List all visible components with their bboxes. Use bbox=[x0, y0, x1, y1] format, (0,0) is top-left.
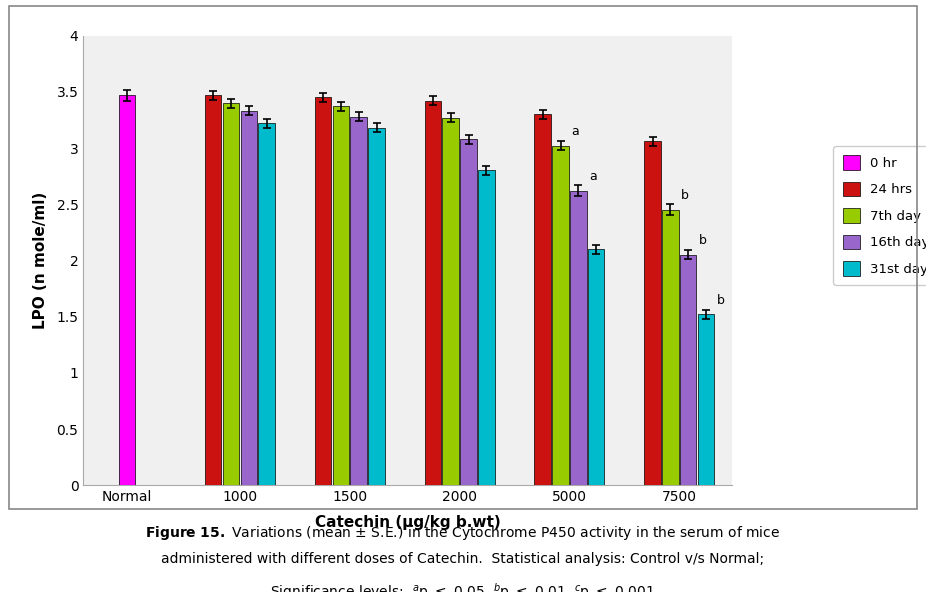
X-axis label: Catechin (µg/kg b.wt): Catechin (µg/kg b.wt) bbox=[315, 516, 500, 530]
Text: b: b bbox=[682, 189, 689, 202]
Bar bbox=[119, 95, 135, 485]
Legend: 0 hr, 24 hrs, 7th day, 16th day, 31st day: 0 hr, 24 hrs, 7th day, 16th day, 31st da… bbox=[833, 146, 926, 285]
Bar bbox=[315, 97, 332, 485]
Bar bbox=[662, 210, 679, 485]
Bar bbox=[552, 146, 569, 485]
Bar bbox=[241, 111, 257, 485]
Bar bbox=[644, 141, 661, 485]
Bar bbox=[369, 128, 385, 485]
Bar bbox=[460, 139, 477, 485]
Text: administered with different doses of Catechin.  Statistical analysis: Control v/: administered with different doses of Cat… bbox=[161, 552, 765, 567]
Text: b: b bbox=[717, 294, 725, 307]
Bar bbox=[332, 107, 349, 485]
Bar bbox=[350, 117, 367, 485]
Bar bbox=[258, 123, 275, 485]
Bar bbox=[205, 95, 221, 485]
Bar bbox=[680, 255, 696, 485]
Bar bbox=[570, 191, 587, 485]
Bar bbox=[223, 103, 239, 485]
Text: a: a bbox=[589, 170, 597, 183]
Bar bbox=[698, 314, 714, 485]
Text: b: b bbox=[699, 234, 707, 247]
Bar bbox=[478, 170, 494, 485]
Bar bbox=[425, 101, 441, 485]
Text: a: a bbox=[571, 125, 579, 138]
Text: Significance levels:  $^a$p $\leq$ 0.05, $^b$p $\leq$ 0.01, $^c$p $\leq$ 0.001: Significance levels: $^a$p $\leq$ 0.05, … bbox=[270, 581, 656, 592]
Text: $\bf{Figure\ 15.}$ Variations (mean ± S.E.) in the Cytochrome P450 activity in t: $\bf{Figure\ 15.}$ Variations (mean ± S.… bbox=[145, 524, 781, 542]
Y-axis label: LPO (n mole/ml): LPO (n mole/ml) bbox=[33, 192, 48, 329]
Bar bbox=[443, 118, 459, 485]
Bar bbox=[588, 249, 605, 485]
Bar bbox=[534, 114, 551, 485]
